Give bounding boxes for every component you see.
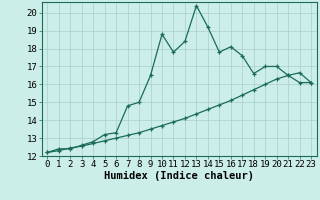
X-axis label: Humidex (Indice chaleur): Humidex (Indice chaleur) [104, 171, 254, 181]
